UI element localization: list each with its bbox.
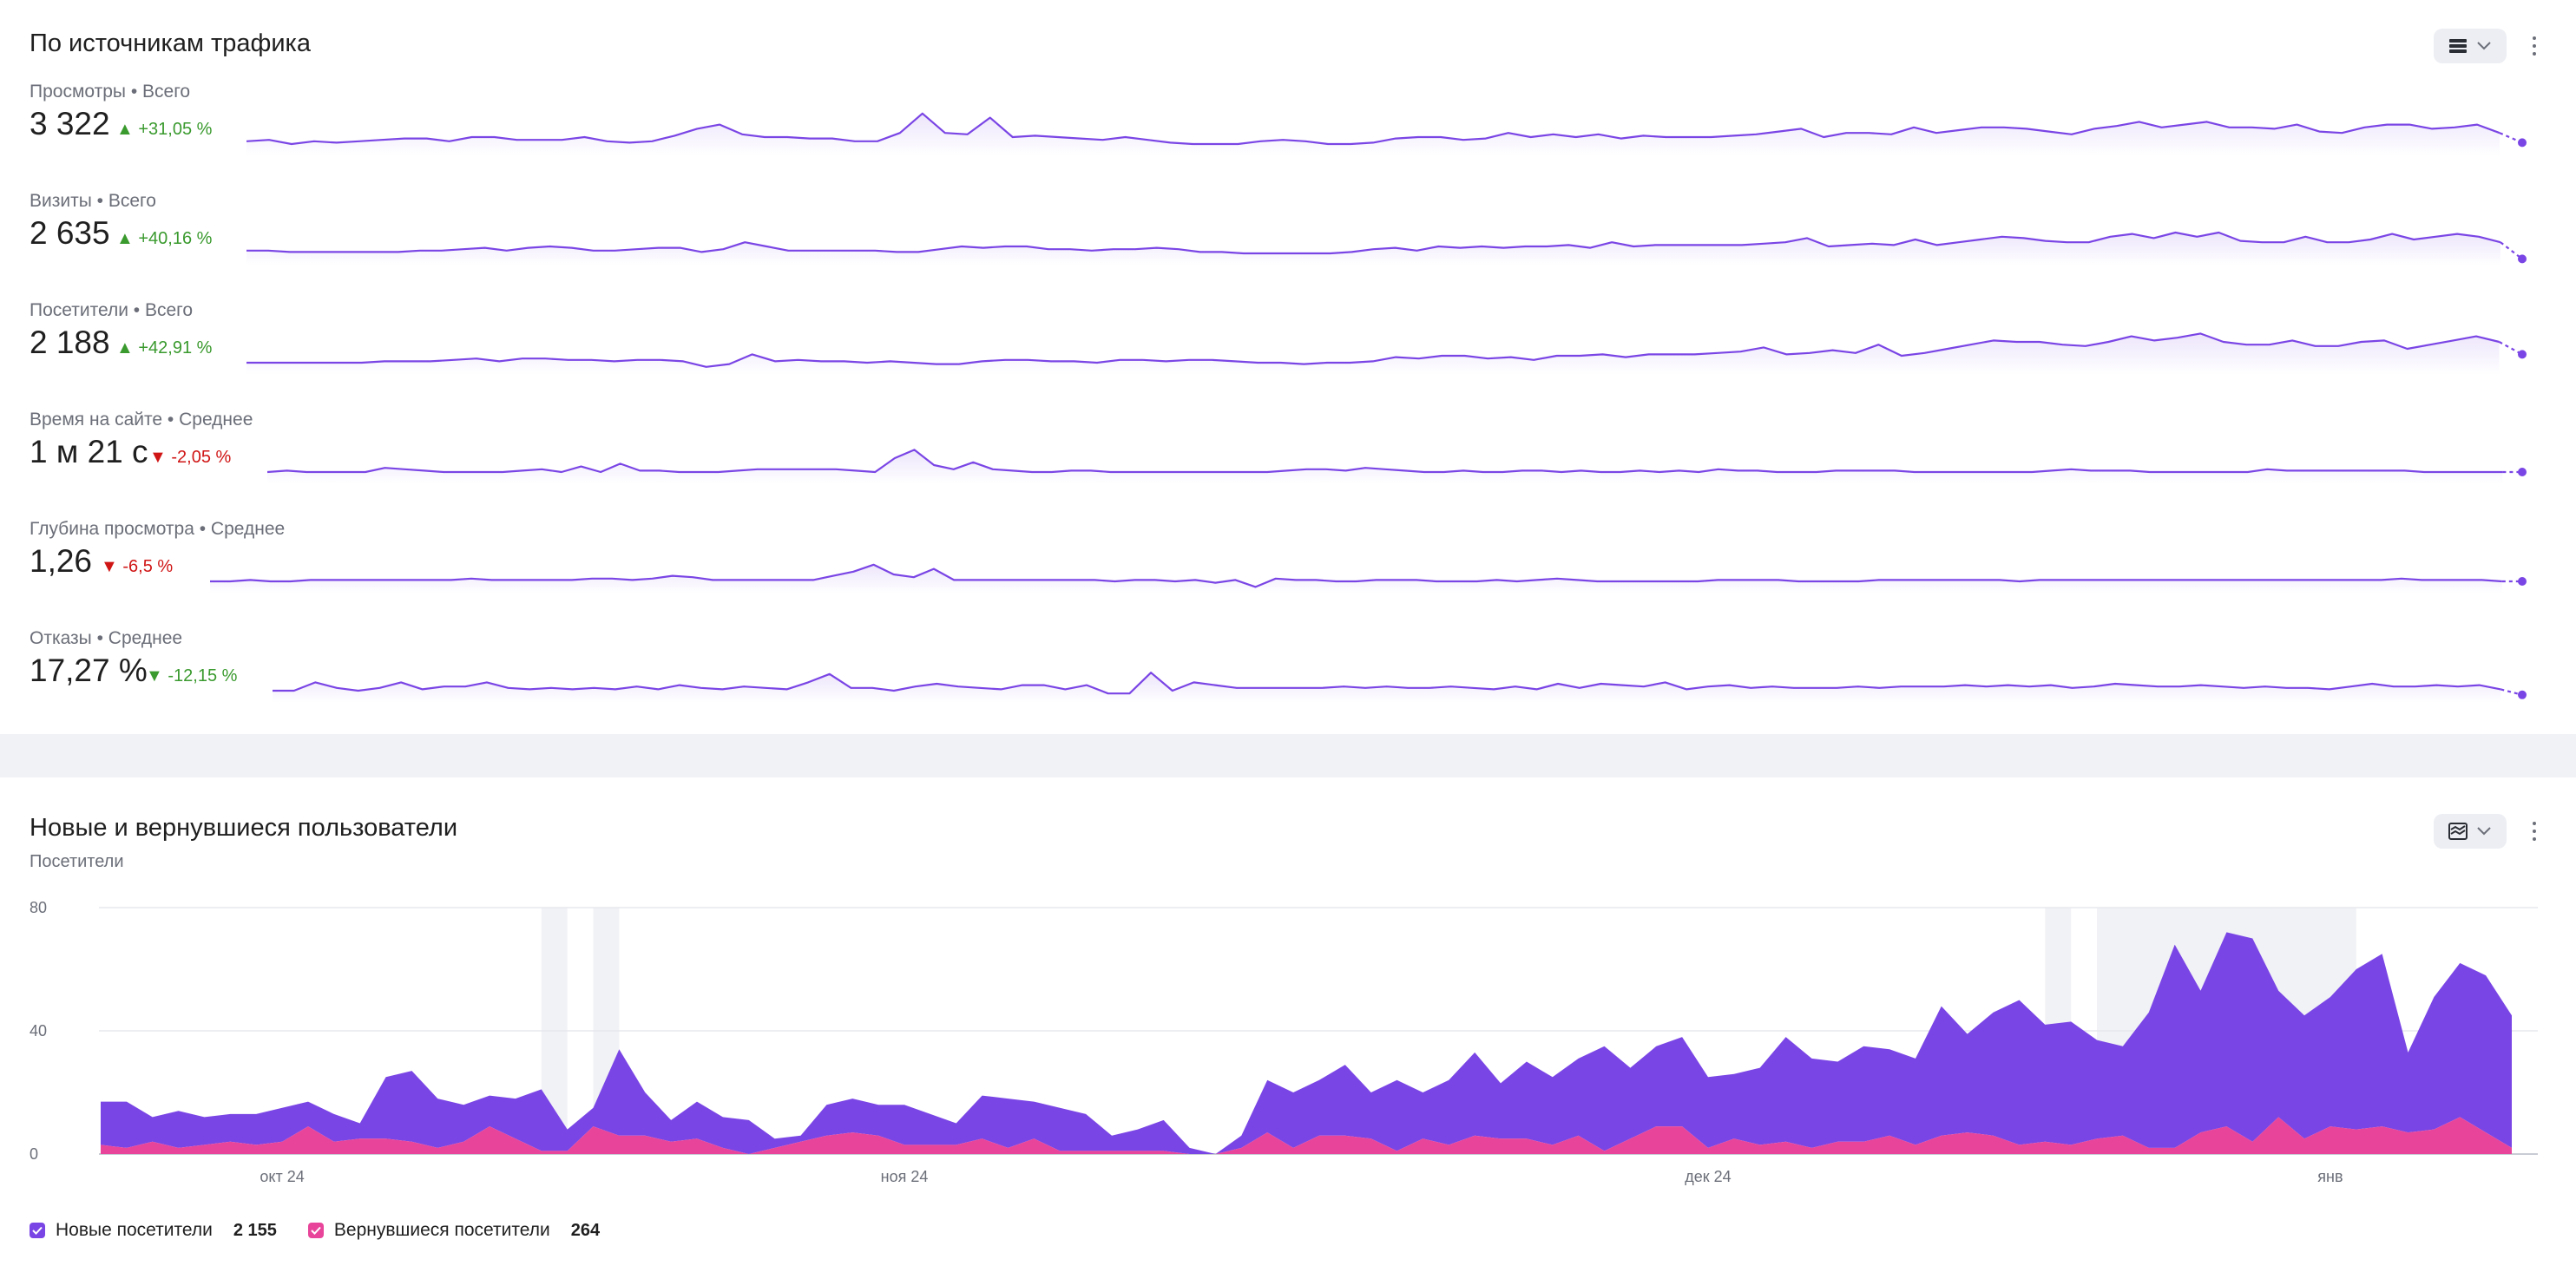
metric-label: Визиты • Всего	[30, 191, 156, 211]
sparkline-line	[273, 672, 2501, 695]
x-tick-label: янв	[2317, 1168, 2343, 1185]
metric-delta: ▼ -2,05 %	[149, 448, 232, 467]
metric-label: Посетители • Всего	[30, 300, 194, 320]
sparkline-last-point	[2518, 254, 2527, 264]
legend-label[interactable]: Новые посетители	[56, 1220, 213, 1240]
series-new-visitors-area	[101, 932, 2512, 1154]
legend-label[interactable]: Вернувшиеся посетители	[333, 1220, 550, 1240]
sparkline-line	[246, 231, 2501, 255]
metric-row[interactable]: Просмотры • Всего 3 322 ▲ +31,05 %	[0, 82, 2576, 191]
series-returning-visitors-area	[101, 1117, 2512, 1154]
sparkline-last-point	[2518, 138, 2527, 148]
sparkline-area	[246, 113, 2500, 156]
x-tick-label: окт 24	[260, 1168, 304, 1185]
view-switch-dropdown[interactable]	[2434, 29, 2507, 63]
sparkline-area	[267, 449, 2503, 484]
metric-row[interactable]: Посетители • Всего 2 188 ▲ +42,91 %	[0, 300, 2576, 410]
table-view-icon	[2449, 39, 2467, 53]
metric-delta: ▼ -6,5 %	[101, 557, 174, 576]
panel-separator	[0, 734, 2576, 777]
chart-legend: Новые посетители 2 155 Вернувшиеся посет…	[30, 1220, 631, 1241]
stacked-area-icon	[2448, 823, 2468, 840]
metric-row[interactable]: Время на сайте • Среднее 1 м 21 с ▼ -2,05 …	[0, 410, 2576, 519]
checkbox-icon[interactable]	[30, 1223, 45, 1238]
x-tick-label: ноя 24	[881, 1168, 929, 1185]
metric-label: Отказы • Среднее	[30, 628, 183, 648]
metric-delta: ▲ +31,05 %	[116, 120, 213, 139]
more-menu-button[interactable]	[2529, 814, 2540, 849]
sparkline-chart	[246, 231, 2527, 266]
view-switch-dropdown[interactable]	[2434, 814, 2507, 849]
sparkline-forecast-line	[2498, 341, 2523, 356]
sparkline-area	[210, 564, 2502, 594]
metric-label: Время на сайте • Среднее	[30, 410, 253, 430]
chevron-down-icon	[2477, 42, 2491, 50]
metric-delta: ▲ +42,91 %	[116, 338, 213, 357]
sparkline-line	[210, 563, 2502, 588]
x-tick-label: дек 24	[1685, 1168, 1731, 1185]
sparkline-area	[246, 233, 2501, 266]
sparkline-forecast-line	[2500, 241, 2523, 260]
checkbox-icon[interactable]	[307, 1223, 324, 1238]
y-tick-label: 80	[30, 899, 47, 916]
panel-title: Новые и вернувшиеся пользователи	[30, 814, 458, 842]
chevron-down-icon	[2477, 827, 2491, 836]
metric-delta: ▼ -12,15 %	[146, 666, 238, 685]
new-returning-users-panel: Новые и вернувшиеся пользователи Посетит…	[0, 777, 2576, 1279]
metric-value: 17,27 %	[30, 653, 148, 688]
metric-row[interactable]: Отказы • Среднее 17,27 % ▼ -12,15 %	[0, 628, 2576, 738]
sparkline-line	[267, 449, 2503, 474]
metric-label: Глубина просмотра • Среднее	[30, 519, 286, 539]
metric-value: 1,26	[30, 543, 93, 579]
sparkline-last-point	[2518, 468, 2527, 476]
traffic-sources-panel: По источникам трафика Просмотры • Всего 3…	[0, 29, 2576, 703]
sparkline-last-point	[2518, 577, 2527, 586]
legend-count: 2 155	[233, 1220, 277, 1240]
sparkline-chart	[246, 332, 2527, 375]
metric-label: Просмотры • Всего	[30, 82, 191, 102]
metric-value: 2 188	[30, 325, 110, 360]
metric-value: 3 322	[30, 106, 110, 141]
y-tick-label: 0	[30, 1145, 38, 1163]
panel-title: По источникам трафика	[30, 30, 311, 57]
metric-value: 1 м 21 с	[30, 434, 148, 469]
sparkline-chart	[210, 563, 2527, 594]
y-tick-label: 40	[30, 1022, 47, 1040]
sparkline-line	[246, 112, 2500, 146]
sparkline-chart	[273, 672, 2527, 703]
sparkline-chart	[267, 449, 2527, 484]
sparkline-chart	[246, 112, 2527, 156]
metric-row[interactable]: Глубина просмотра • Среднее 1,26 ▼ -6,5 %	[0, 519, 2576, 628]
metric-row[interactable]: Визиты • Всего 2 635 ▲ +40,16 %	[0, 191, 2576, 300]
legend-count: 264	[570, 1220, 601, 1240]
sparkline-area	[246, 333, 2500, 375]
sparkline-last-point	[2518, 350, 2527, 359]
metric-delta: ▲ +40,16 %	[116, 229, 213, 248]
panel-subtitle: Посетители	[30, 852, 124, 871]
sparkline-line	[246, 332, 2500, 368]
sparkline-area	[273, 672, 2501, 703]
stacked-area-chart: 0 40 80 окт 24 ноя 24 дек 24 янв	[30, 899, 2538, 1185]
metric-value: 2 635	[30, 215, 110, 251]
more-menu-button[interactable]	[2529, 29, 2540, 63]
sparkline-last-point	[2518, 690, 2527, 699]
